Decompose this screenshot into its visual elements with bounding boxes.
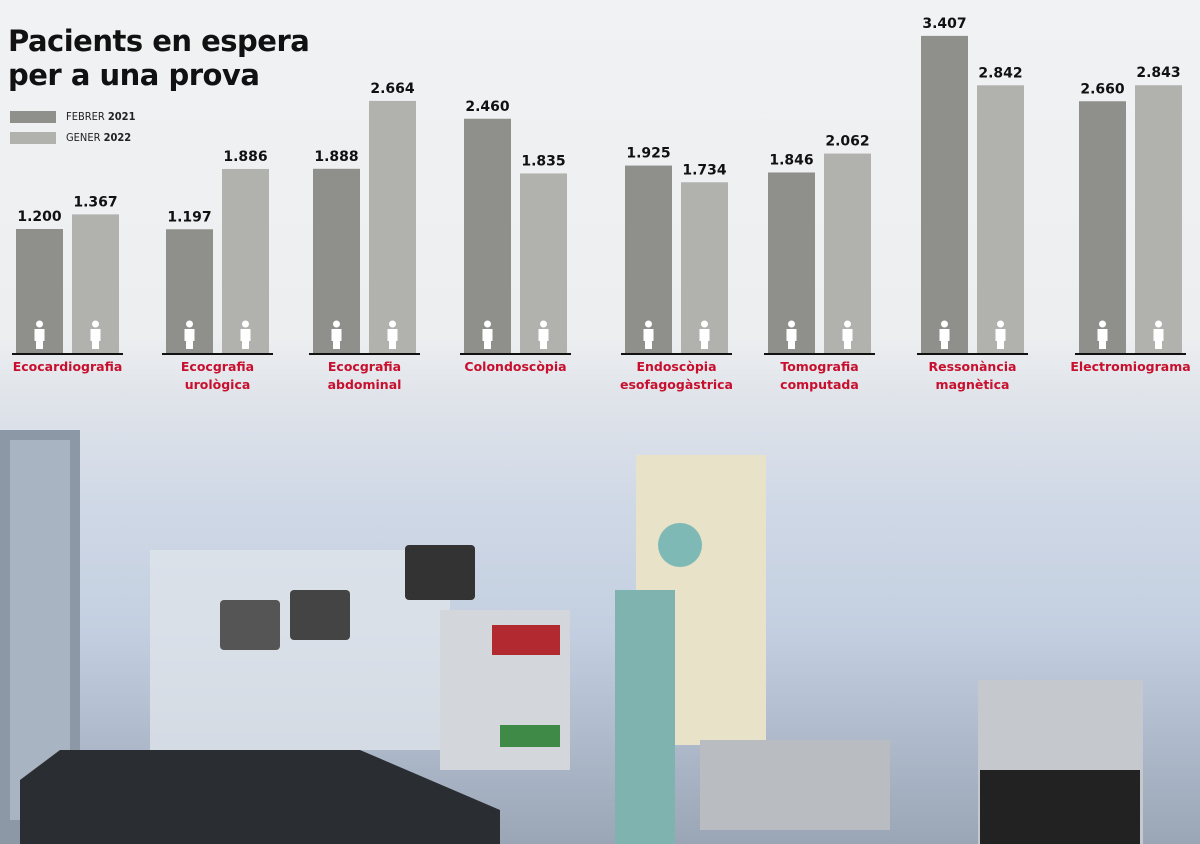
operating-room-photo [0,430,1143,844]
data-label: 1.835 [521,153,565,169]
data-label: 3.407 [922,16,966,32]
person-icon [387,320,398,349]
category-group: 2.660 2.843 Electromiograma [1070,65,1190,374]
person-icon [240,320,251,349]
chart-title: Pacients en espera per a una prova [8,24,310,92]
bar-2022 [1135,85,1182,354]
category-label: computada [780,377,859,392]
person-icon [184,320,195,349]
person-icon [482,320,493,349]
category-label: Ressonància [929,359,1017,374]
data-label: 1.367 [73,194,117,210]
bar-2022 [977,85,1024,353]
category-label: Colondoscòpia [464,359,566,374]
person-icon [1153,320,1164,349]
bar-2021 [921,35,968,353]
category-label: urològica [185,377,251,392]
category-group: 1.925 1.734 Endoscòpia esofagogàstrica [620,146,733,392]
legend-label: GENER [66,131,101,144]
data-label: 1.197 [167,209,211,225]
category-label: Ecocardiografia [13,359,123,374]
person-icon [90,320,101,349]
bar-2022 [824,153,871,353]
category-group: 1.846 2.062 Tomografia computada [764,134,875,392]
category-label: Tomografia [780,359,858,374]
title-line-2: per a una prova [8,58,260,92]
bar-2022 [369,100,416,354]
bar-2021 [1079,101,1126,353]
data-label: 1.200 [17,209,62,225]
category-label: Ecocgrafia [181,359,254,374]
data-label: 1.846 [769,152,813,168]
legend-item-2022: GENER 2022 [10,127,135,148]
bar-2021 [464,118,511,353]
legend-swatch-2022 [10,131,56,144]
category-group: 1.200 1.367 Ecocardiografia [12,194,123,374]
category-label: esofagogàstrica [620,377,733,392]
person-icon [786,320,797,349]
data-label: 1.734 [682,162,727,178]
title-line-1: Pacients en espera [8,24,310,58]
data-label: 2.460 [465,99,510,115]
category-label: magnètica [936,377,1010,392]
data-label: 2.664 [370,81,415,97]
person-icon [699,320,710,349]
category-group: 1.888 2.664 Ecocgrafia abdominal [309,81,420,392]
person-icon [331,320,342,349]
legend-item-2021: FEBRER 2021 [10,106,135,127]
category-label: Electromiograma [1070,359,1190,374]
category-group: 2.460 1.835 Colondoscòpia [460,99,571,374]
data-label: 2.062 [825,134,869,150]
data-label: 1.888 [314,149,358,165]
data-label: 1.886 [223,149,267,165]
data-label: 1.925 [626,146,670,162]
data-label: 2.843 [1136,65,1180,81]
category-group: 1.197 1.886 Ecocgrafia urològica [162,149,273,392]
category-label: Ecocgrafia [328,359,401,374]
data-label: 2.660 [1080,81,1125,97]
bar-chart: 1.200 1.367 Ecocardiografia 1.197 1.886 Ecocg… [12,16,1191,392]
legend-swatch-2021 [10,110,56,123]
person-icon [939,320,950,349]
person-icon [1097,320,1108,349]
category-label: Endoscòpia [636,359,716,374]
legend-year: 2022 [103,131,132,144]
person-icon [842,320,853,349]
person-icon [643,320,654,349]
category-group: 3.407 2.842 Ressonància magnètica [917,16,1028,392]
legend-label: FEBRER [66,110,105,123]
person-icon [34,320,45,349]
legend: FEBRER 2021 GENER 2022 [10,106,135,148]
data-label: 2.842 [978,65,1022,81]
person-icon [538,320,549,349]
legend-year: 2021 [107,110,136,123]
category-label: abdominal [328,377,402,392]
person-icon [995,320,1006,349]
